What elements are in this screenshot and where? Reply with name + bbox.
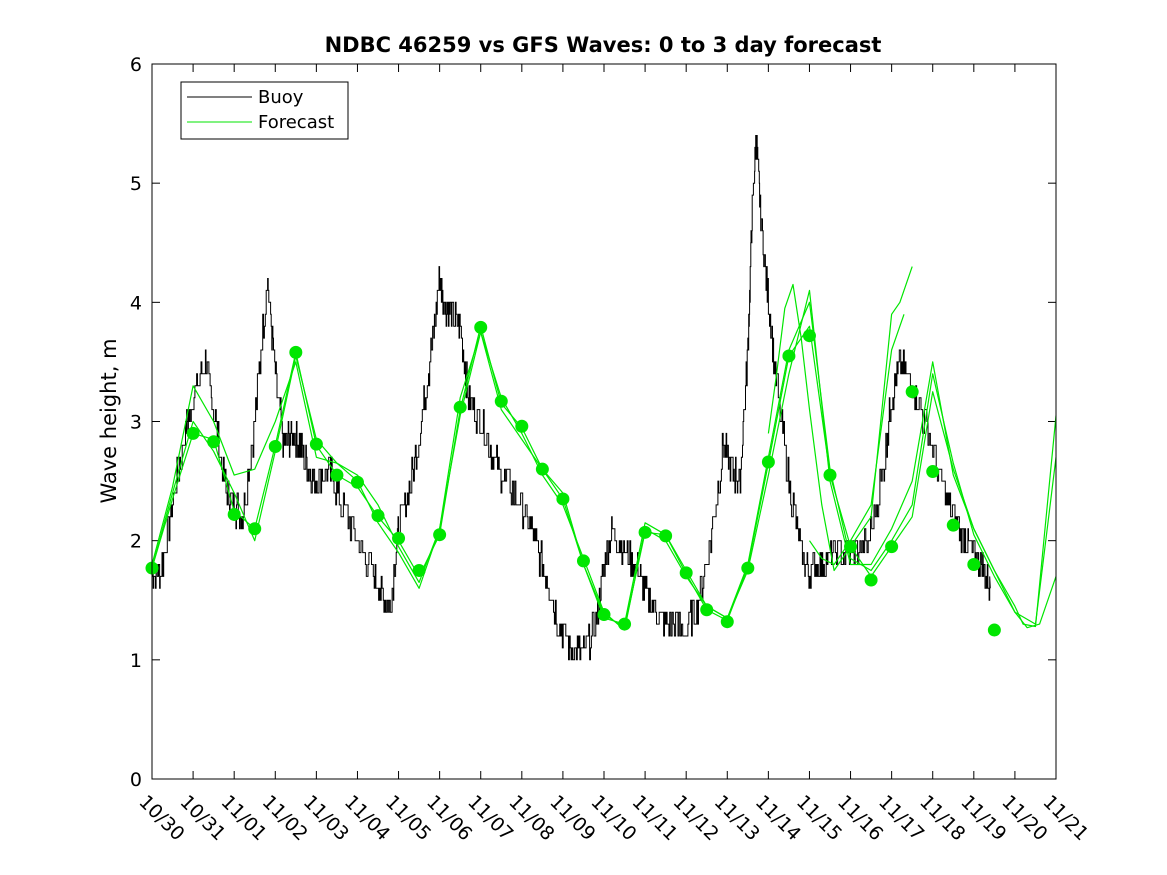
forecast-marker [227,507,241,521]
legend-forecast-label: Forecast [258,112,334,133]
forecast-marker [987,623,1001,637]
forecast-marker [761,455,775,469]
forecast-marker [741,561,755,575]
forecast-marker [967,558,981,571]
forecast-marker [494,394,508,408]
forecast-marker [905,385,919,399]
forecast-marker [474,320,488,334]
forecast-marker [864,573,878,587]
y-tick-label: 6 [130,54,142,76]
forecast-marker [597,608,611,622]
forecast-marker [659,529,673,543]
forecast-marker [207,435,221,449]
axes-box [151,63,1057,780]
legend-box [180,81,349,140]
y-tick-label: 3 [130,412,142,434]
forecast-marker [309,437,323,451]
forecast-marker [289,345,303,359]
forecast-marker [885,540,899,554]
forecast-marker [556,492,570,506]
forecast-marker [946,518,960,532]
y-tick-label: 2 [130,531,142,553]
forecast-marker [330,468,344,482]
forecast-marker [350,475,364,489]
forecast-marker [515,419,529,433]
forecast-marker [720,615,734,629]
forecast-marker [782,349,796,363]
forecast-marker [844,540,858,554]
buoy-series-line [152,135,991,661]
forecast-marker [823,468,837,482]
y-axis-label: Wave height, m [97,338,121,503]
forecast-marker [700,603,714,617]
forecast-marker [926,465,940,479]
forecast-marker [248,522,262,536]
legend-buoy-label: Buoy [258,87,304,108]
chart-title: NDBC 46259 vs GFS Waves: 0 to 3 day fore… [325,33,882,57]
forecast-marker [186,426,200,440]
y-tick-label: 4 [130,292,142,314]
forecast-marker [433,528,447,542]
y-tick-label: 5 [130,173,142,195]
forecast-marker [638,525,652,539]
y-tick-label: 1 [130,650,142,672]
forecast-marker [618,617,632,631]
forecast-marker [802,329,816,343]
forecast-marker [535,462,549,476]
legend: Buoy Forecast [180,81,349,140]
forecast-marker [371,509,385,523]
y-tick-label: 0 [130,769,142,791]
forecast-marker [453,400,467,414]
forecast-marker [392,531,406,545]
forecast-marker [679,566,693,580]
forecast-marker [268,440,282,454]
forecast-marker [576,554,590,568]
forecast-marker [412,563,426,577]
forecast-series-line [767,266,913,572]
